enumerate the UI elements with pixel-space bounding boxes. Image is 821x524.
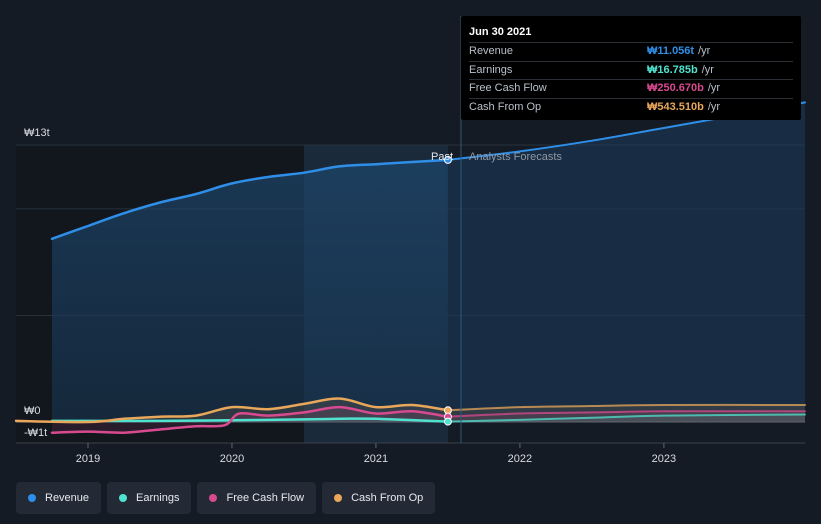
revenue-marker <box>443 155 452 164</box>
revenue-past-line <box>50 158 450 241</box>
earnings-forecast-line <box>446 413 806 423</box>
legend-item-earnings[interactable]: Earnings <box>107 482 192 514</box>
tooltip-label: Revenue <box>469 45 514 57</box>
past-label: Past <box>431 151 453 163</box>
legend-label: Free Cash Flow <box>226 492 305 504</box>
revenue-past-area <box>52 159 448 422</box>
tooltip-unit: /yr <box>698 45 711 57</box>
y-label-zero: ₩0 <box>24 405 41 417</box>
hover-markers <box>443 155 452 426</box>
tooltip-label: Free Cash Flow <box>469 82 547 94</box>
tooltip-value: ₩11.056t <box>647 45 695 57</box>
legend-item-revenue[interactable]: Revenue <box>16 482 102 514</box>
tooltip-row-earnings: Earnings ₩16.785b /yr <box>469 60 793 80</box>
legend-dot-icon <box>119 494 128 502</box>
legend-item-free-cash-flow[interactable]: Free Cash Flow <box>197 482 317 514</box>
earnings-area <box>52 414 805 422</box>
tooltip-row-cash-from-op: Cash From Op ₩543.510b /yr <box>469 97 793 117</box>
tooltip-label: Earnings <box>469 63 513 76</box>
financials-chart: ₩13t ₩0 -₩1t Past Analysts Forecasts 201… <box>14 16 806 465</box>
tooltip-value: ₩250.670b <box>647 82 704 94</box>
tooltip: Jun 30 2021 Revenue ₩11.056t /yr Earning… <box>461 16 801 120</box>
tooltip-label: Cash From Op <box>469 100 542 113</box>
forecast-label: Analysts Forecasts <box>469 151 562 163</box>
cash-from-op-forecast-line <box>446 403 806 412</box>
tooltip-value: ₩543.510b <box>647 100 704 113</box>
legend: Revenue Earnings Free Cash Flow Cash Fro… <box>16 482 436 514</box>
tooltip-row-free-cash-flow: Free Cash Flow ₩250.670b /yr <box>469 79 793 98</box>
x-tick-label: 2023 <box>652 453 676 465</box>
y-label-top: ₩13t <box>24 127 50 139</box>
legend-item-cash-from-op[interactable]: Cash From Op <box>322 482 436 514</box>
x-axis-ticks: 2019 2020 2021 2022 2023 <box>76 443 676 465</box>
legend-dot-icon <box>209 494 218 502</box>
x-tick-label: 2019 <box>76 453 100 465</box>
tooltip-value: ₩16.785b <box>647 63 698 76</box>
tooltip-row-revenue: Revenue ₩11.056t /yr <box>469 42 793 61</box>
tooltip-unit: /yr <box>707 82 721 94</box>
tooltip-date: Jun 30 2021 <box>469 26 532 38</box>
cash-from-op-past-line <box>14 397 450 424</box>
tooltip-unit: /yr <box>707 100 721 113</box>
legend-label: Earnings <box>136 492 180 504</box>
x-tick-label: 2020 <box>220 453 244 465</box>
legend-dot-icon <box>334 494 343 502</box>
y-label-bottom: -₩1t <box>24 427 47 439</box>
legend-label: Cash From Op <box>351 492 424 504</box>
legend-label: Revenue <box>45 492 90 504</box>
earnings-marker <box>443 417 452 426</box>
free-cash-flow-forecast-line <box>446 410 806 418</box>
x-tick-label: 2022 <box>508 453 532 465</box>
tooltip-unit: /yr <box>701 63 714 76</box>
x-tick-label: 2021 <box>364 453 388 465</box>
revenue-forecast-area <box>447 102 805 423</box>
free-cash-flow-past-line <box>50 405 450 434</box>
legend-dot-icon <box>28 494 36 502</box>
